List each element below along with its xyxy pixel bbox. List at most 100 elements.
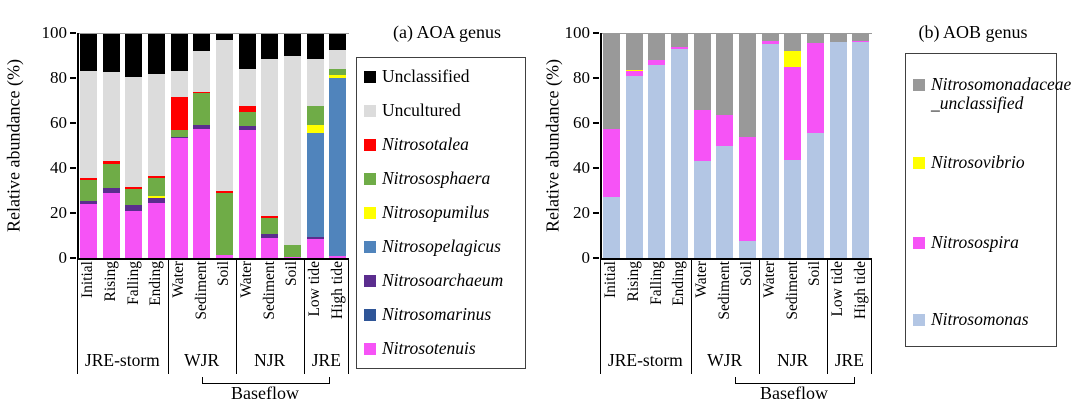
- aoa-legend-item-nitrosopelagicus: Nitrosopelagicus: [364, 236, 501, 256]
- legend-label: Nitrosopumilus: [382, 201, 490, 222]
- aoa-x-tick-label: Soil: [283, 261, 301, 286]
- segment-nitrosomonadaceae_unclassified: [829, 33, 847, 42]
- segment-nitrosospira: [625, 71, 643, 76]
- segment-uncultured: [125, 76, 143, 188]
- legend-label: Nitrosomonas: [931, 308, 1029, 329]
- aob-y-tick-label: 20: [573, 203, 590, 222]
- aoa-group-separator: [77, 258, 78, 374]
- aoa-legend-item-nitrosotenuis: Nitrosotenuis: [364, 337, 476, 358]
- aob-bar-water-5: [693, 33, 711, 258]
- aoa-y-tick-mark: [70, 212, 76, 214]
- segment-uncultured: [261, 58, 279, 216]
- aob-y-tick-mark: [593, 77, 599, 79]
- segment-nitrososphaera: [125, 189, 143, 206]
- segment-unclassified: [306, 33, 324, 59]
- segment-nitrosomonadaceae_unclassified: [648, 33, 666, 60]
- segment-nitrosomonas: [716, 145, 734, 258]
- segment-nitrosoarchaeum: [193, 125, 211, 129]
- aoa-bar-initial-1: [79, 33, 97, 258]
- segment-uncultured: [238, 69, 256, 107]
- segment-nitrosoarchaeum: [102, 188, 120, 193]
- segment-nitrosopelagicus: [329, 78, 347, 257]
- legend-swatch: [913, 236, 925, 249]
- segment-uncultured: [283, 55, 301, 245]
- legend-swatch: [364, 138, 376, 151]
- segment-nitrososphaera: [261, 217, 279, 235]
- segment-nitrosotenuis: [102, 192, 120, 258]
- segment-nitrosomonas: [761, 44, 779, 258]
- segment-nitrosomonadaceae_unclassified: [625, 33, 643, 70]
- segment-nitrosomonadaceae_unclassified: [784, 33, 802, 51]
- aoa-bar-high-tide-12: [329, 33, 347, 258]
- aoa-y-tick-label: 20: [50, 203, 67, 222]
- aoa-y-tick-mark: [70, 77, 76, 79]
- aob-x-tick-label: Water: [693, 261, 710, 298]
- segment-nitrosoarchaeum: [79, 200, 97, 204]
- segment-nitrosotenuis: [329, 256, 347, 258]
- segment-uncultured: [306, 58, 324, 107]
- aob-y-tick-label: 0: [581, 248, 591, 267]
- aoa-y-tick-label: 0: [58, 248, 68, 267]
- aoa-x-tick-label: Rising: [102, 261, 119, 302]
- segment-nitrosotalea: [79, 178, 97, 181]
- aoa-group-separator: [303, 258, 305, 374]
- segment-nitrosopumilus: [329, 74, 347, 78]
- aoa-legend-item-uncultured: Uncultured: [364, 100, 461, 120]
- segment-nitrosospira: [852, 40, 870, 42]
- segment-nitrososphaera: [193, 92, 211, 126]
- aoa-group-label-njr: NJR: [254, 350, 286, 370]
- segment-uncultured: [170, 71, 188, 98]
- segment-unclassified: [102, 33, 120, 73]
- aob-x-tick-label: Low tide: [829, 261, 846, 317]
- segment-nitrosomonas: [625, 75, 643, 258]
- legend-swatch: [913, 156, 925, 169]
- legend-swatch: [364, 342, 376, 355]
- segment-nitrososphaera: [170, 129, 188, 137]
- aoa-x-tick-label: Initial: [79, 261, 97, 299]
- aob-x-tick-label: Initial: [602, 261, 620, 299]
- aoa-legend-item-unclassified: Unclassified: [364, 66, 469, 86]
- aoa-chart-title: (a) AOA genus: [393, 22, 501, 42]
- segment-nitrosotalea: [261, 215, 279, 218]
- aob-group-separator: [871, 258, 872, 374]
- segment-unclassified: [79, 33, 97, 72]
- aoa-legend: [356, 57, 526, 369]
- legend-label: Nitrosotenuis: [382, 337, 476, 358]
- segment-nitrososphaera: [238, 111, 256, 127]
- aob-x-axis-line: [600, 258, 872, 260]
- aoa-group-label-jre: JRE: [311, 350, 341, 370]
- segment-uncultured: [193, 51, 211, 92]
- aoa-group-separator: [235, 258, 237, 374]
- aob-y-tick-mark: [593, 257, 599, 259]
- segment-nitrosomonadaceae_unclassified: [602, 33, 620, 129]
- aob-x-tick-label: Rising: [625, 261, 642, 302]
- segment-nitrosospira: [738, 136, 756, 242]
- segment-nitrosomonas: [738, 241, 756, 258]
- aob-y-axis-line: [600, 33, 602, 258]
- legend-label: Nitrososphaera: [382, 167, 491, 188]
- segment-nitrosotenuis: [147, 202, 165, 258]
- segment-unclassified: [283, 33, 301, 56]
- segment-nitrosopelagicus: [306, 133, 324, 237]
- segment-nitrosospira: [670, 46, 688, 49]
- segment-nitrosomonas: [648, 64, 666, 258]
- segment-unclassified: [170, 33, 188, 72]
- aob-bar-low-tide-11: [829, 33, 847, 258]
- aoa-x-tick-label: Water: [238, 261, 255, 298]
- segment-uncultured: [215, 39, 233, 191]
- aob-group-separator: [826, 258, 828, 374]
- aob-y-tick-mark: [593, 167, 599, 169]
- segment-nitrosomonadaceae_unclassified: [761, 33, 779, 41]
- segment-nitrosoarchaeum: [147, 198, 165, 203]
- aoa-bar-water-8: [238, 33, 256, 258]
- aob-group-separator: [758, 258, 760, 374]
- segment-nitrososphaera: [147, 178, 165, 197]
- legend-swatch: [364, 104, 376, 117]
- aoa-group-separator: [348, 258, 349, 374]
- aoa-bar-falling-3: [125, 33, 143, 258]
- aoa-bar-soil-7: [215, 33, 233, 258]
- legend-label: Nitrosospira: [931, 231, 1019, 252]
- segment-unclassified: [193, 33, 211, 51]
- segment-nitrosopumilus: [306, 125, 324, 134]
